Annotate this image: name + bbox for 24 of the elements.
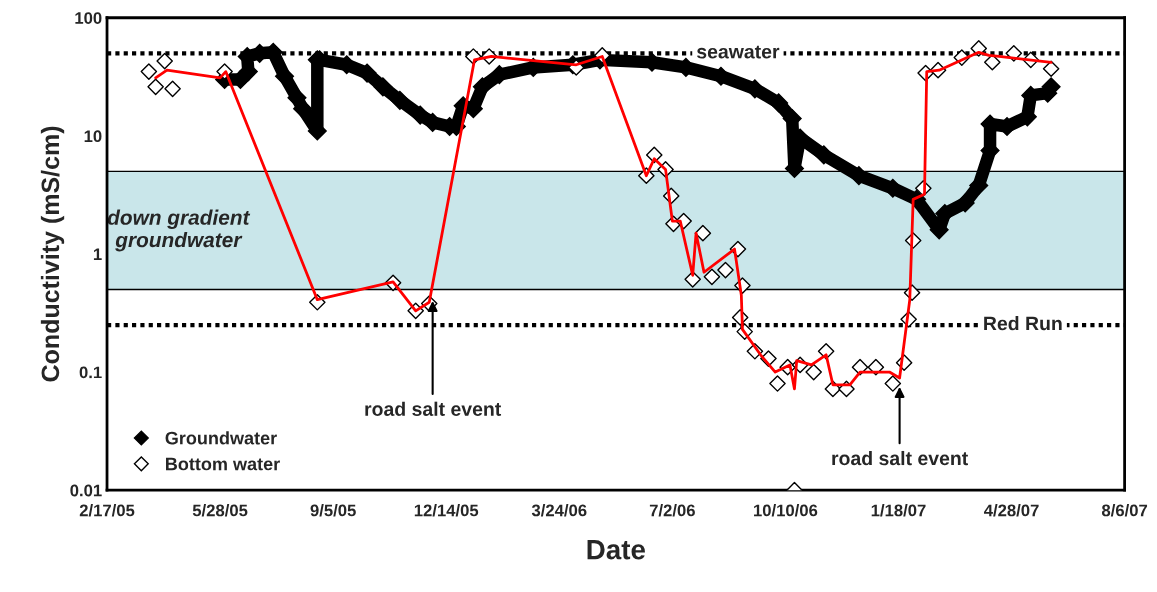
x-tick-label: 4/28/07 (983, 504, 1039, 517)
y-tick-label: 0.1 (79, 366, 102, 379)
annotation: road salt event (365, 401, 502, 416)
ref-line-label: Red Run (984, 316, 1062, 331)
x-tick-label: 2/17/05 (79, 504, 135, 517)
x-tick-label: 1/18/07 (871, 504, 926, 517)
legend-label: Groundwater (165, 431, 277, 445)
y-tick-label: 0.01 (70, 484, 102, 497)
x-axis-title: Date (587, 540, 645, 560)
x-tick-label: 10/10/06 (754, 504, 818, 517)
x-tick-label: 12/14/05 (414, 504, 479, 517)
y-tick-label: 1 (93, 248, 102, 261)
x-tick-label: 9/5/05 (310, 504, 356, 517)
y-tick-label: 100 (75, 12, 102, 24)
legend-label: Bottom water (166, 457, 280, 471)
x-tick-label: 5/28/05 (192, 504, 248, 517)
x-tick-label: 8/6/07 (1101, 504, 1148, 517)
x-tick-label: 3/24/06 (531, 504, 587, 517)
annotation: road salt event (832, 450, 968, 466)
y-axis-title: Conductivity (mS/cm) (40, 126, 65, 382)
ref-line-label: seawater (696, 45, 780, 59)
y-tick-label: 10 (84, 130, 102, 143)
x-tick-label: 7/2/06 (649, 504, 695, 517)
band-label: down gradient groundwater (107, 209, 251, 252)
